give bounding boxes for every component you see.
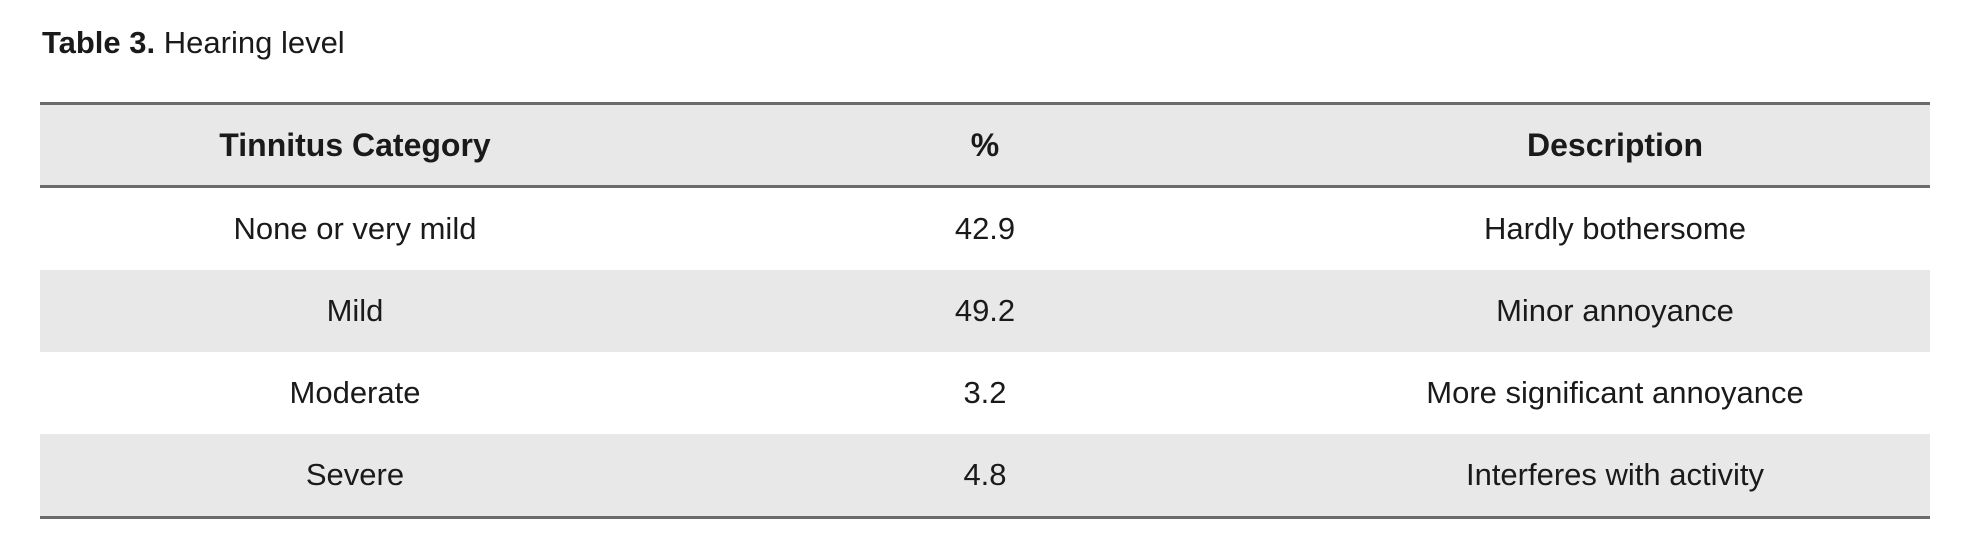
cell-description: Hardly bothersome [1484,211,1746,246]
header-row: Tinnitus Category % Description [40,102,1930,188]
cell-category: Moderate [289,375,421,410]
table-row: Severe 4.8 Interferes with activity [40,434,1930,519]
cell-percent: 49.2 [670,270,1300,352]
cell-description: More significant annoyance [1426,375,1804,410]
cell-percent: 42.9 [954,211,1016,246]
table-row: Mild 49.2 Minor annoyance [40,270,1930,352]
cell-percent: 4.8 [670,434,1300,519]
cell-category: None or very mild [233,211,477,246]
cell-category: Mild [40,270,670,352]
table-caption-number: Table 3. [42,25,156,60]
column-header-tinnitus-category: Tinnitus Category [40,102,670,188]
table-caption-title: Hearing level [163,25,345,60]
cell-description: Interferes with activity [1300,434,1930,519]
column-header-percent: % [670,102,1300,188]
table-row: None or very mild 42.9 Hardly bothersome [40,187,1930,271]
cell-percent: 3.2 [963,375,1007,410]
cell-description: Minor annoyance [1300,270,1930,352]
cell-category: Severe [40,434,670,519]
hearing-level-table: Tinnitus Category % Description None or … [40,102,1930,519]
table-caption: Table 3. Hearing level [42,24,345,62]
column-header-description: Description [1300,102,1930,188]
table-row: Moderate 3.2 More significant annoyance [40,352,1930,434]
